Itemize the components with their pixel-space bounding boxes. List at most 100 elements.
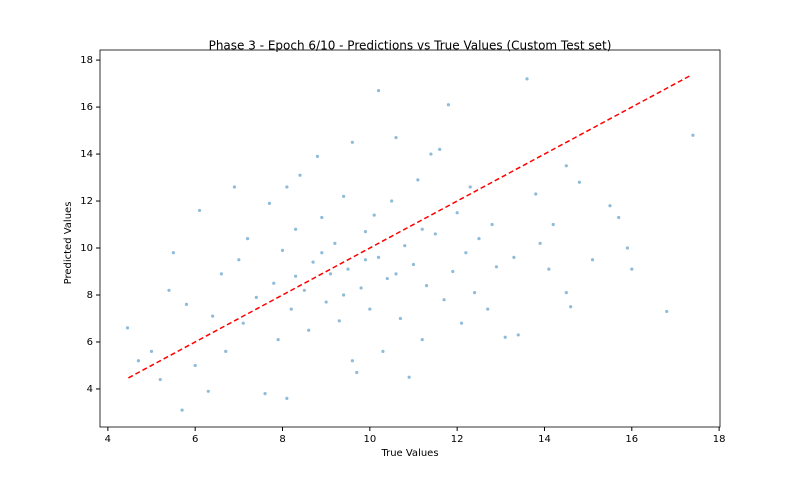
point [298,173,302,177]
point [564,164,568,168]
point [569,305,573,309]
point [350,359,354,363]
point [245,237,250,241]
point [403,244,407,248]
point [333,241,337,245]
point [433,232,437,236]
y-tick-label: 8 [87,290,93,301]
point [232,185,237,189]
point [617,215,621,220]
point [267,201,272,205]
point [294,227,298,231]
point [342,194,346,198]
x-tick-label: 18 [713,434,726,445]
point [525,77,529,81]
x-tick-label: 10 [363,434,376,445]
point [577,180,582,184]
point [394,272,398,276]
point [263,392,267,396]
point [468,185,472,189]
point [490,222,494,227]
point [167,288,171,292]
point [407,375,411,379]
point [608,204,612,208]
x-tick-label: 12 [451,434,464,445]
point [254,295,258,299]
point [359,286,363,290]
point [385,276,389,281]
point [534,192,538,196]
point [315,154,320,159]
point [285,185,289,189]
point [368,307,372,311]
x-axis-label: True Values [380,448,438,459]
y-tick-label: 18 [80,55,93,66]
point [691,133,695,137]
point [324,300,328,304]
point [411,262,416,267]
point [625,246,630,250]
point [451,269,455,274]
point [294,274,298,278]
point [420,227,424,231]
point [276,338,280,342]
point [206,389,210,393]
x-tick-label: 8 [279,434,285,445]
point [311,260,315,264]
point [446,103,451,107]
point [363,229,368,234]
y-tick-label: 12 [80,196,93,207]
chart-title: Phase 3 - Epoch 6/10 - Predictions vs Tr… [209,39,612,53]
point [363,258,368,262]
point [376,89,381,93]
point [551,222,555,227]
point [136,359,141,363]
point [459,321,464,325]
point [285,396,289,400]
x-tick-label: 14 [538,434,551,445]
point [171,251,175,255]
point [355,370,359,375]
y-tick-label: 14 [80,149,93,160]
point [320,251,324,255]
point [180,408,184,412]
point [350,140,354,144]
point [224,349,228,353]
point [438,147,442,151]
point [494,265,499,269]
point [420,338,424,342]
point [503,335,507,339]
point [280,248,285,252]
point [564,291,568,295]
point [590,258,595,262]
point [346,267,350,271]
reference-line [128,74,692,379]
point [665,309,669,314]
point [464,251,468,255]
point [429,152,433,156]
x-tick-label: 4 [105,434,111,445]
y-tick-label: 4 [87,384,93,395]
point [473,291,477,295]
x-tick-label: 6 [192,434,198,445]
y-tick-label: 6 [87,337,93,348]
point [272,281,276,285]
point [516,333,520,337]
point [390,199,394,203]
point [337,319,341,323]
point [394,136,398,140]
point [342,293,346,297]
y-tick-label: 10 [80,243,93,254]
point [237,258,241,262]
point [158,377,162,382]
y-axis-label: Predicted Values [63,202,74,285]
point [193,363,197,368]
point [320,215,324,220]
point [424,283,429,288]
point [184,302,189,306]
point [125,326,130,330]
point [307,328,311,332]
point [289,307,293,311]
